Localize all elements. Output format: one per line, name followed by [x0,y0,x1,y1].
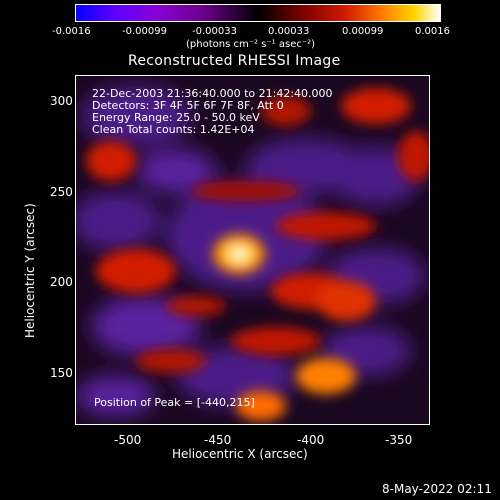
info-time: 22-Dec-2003 21:36:40.000 to 21:42:40.000 [92,87,333,100]
rhessi-image-canvas [76,76,429,424]
colorbar [75,4,441,22]
rhessi-image: 22-Dec-2003 21:36:40.000 to 21:42:40.000… [75,75,430,425]
colorbar-tick: -0.00033 [192,26,237,37]
peak-source [213,234,265,274]
peak-position: Position of Peak = [-440,215] [94,396,255,409]
colorbar-tick: 0.00099 [342,26,384,37]
y-tick: 200 [50,275,73,289]
footer-timestamp: 8-May-2022 02:11 [382,482,492,496]
colorbar-tick: -0.00099 [122,26,167,37]
x-tick: -350 [385,433,413,447]
colorbar-tick: -0.0016 [52,26,91,37]
x-tick: -450 [204,433,232,447]
y-tick: 150 [50,366,73,380]
y-axis-label: Heliocentric Y (arcsec) [23,203,37,338]
x-tick: -400 [297,433,325,447]
info-energy: Energy Range: 25.0 - 50.0 keV [92,111,260,124]
negative-lobes [76,86,426,416]
colorbar-tick: 0.00033 [268,26,310,37]
image-title: Reconstructed RHESSI Image [128,53,341,69]
y-tick: 300 [50,94,73,108]
x-axis-label: Heliocentric X (arcsec) [172,447,308,461]
x-tick: -500 [114,433,142,447]
y-tick: 250 [50,185,73,199]
positive-lobes [86,88,429,421]
colorbar-units: (photons cm⁻² s⁻¹ asec⁻²) [186,39,316,50]
colorbar-tick: 0.0016 [415,26,450,37]
info-clean: Clean Total counts: 1.42E+04 [92,123,255,136]
info-detectors: Detectors: 3F 4F 5F 6F 7F 8F, Att 0 [92,99,284,112]
